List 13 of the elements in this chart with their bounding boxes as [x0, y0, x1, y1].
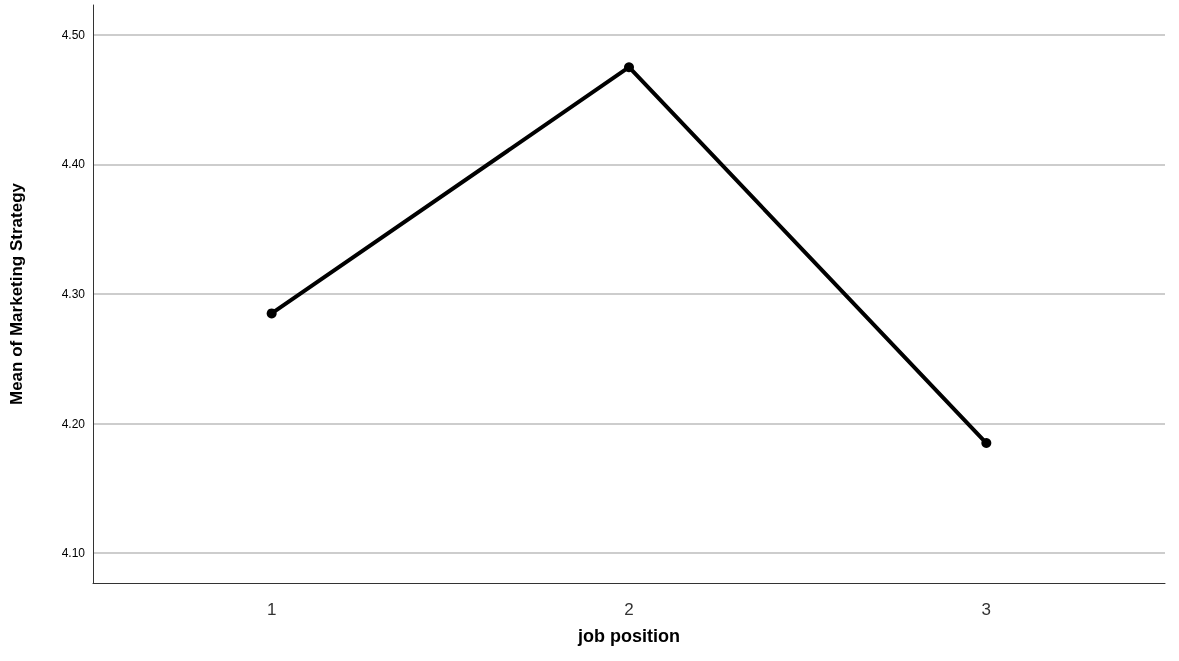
y-tick-label: 4.10 — [61, 546, 86, 561]
point — [266, 308, 277, 319]
point — [624, 62, 634, 73]
y-tick-label: 4.50 — [61, 27, 86, 42]
x-axis-title: job position — [577, 626, 680, 646]
point — [981, 438, 992, 449]
x-tick-label: 1 — [266, 600, 277, 619]
y-tick-label: 4.30 — [61, 287, 86, 301]
y-tick-label: 4.40 — [61, 157, 86, 172]
y-axis-title: Mean of Marketing Strategy — [7, 182, 26, 405]
x-tick-label: 3 — [981, 600, 992, 619]
x-tick-label: 2 — [624, 600, 634, 619]
y-tick-label: 4.20 — [61, 416, 86, 431]
